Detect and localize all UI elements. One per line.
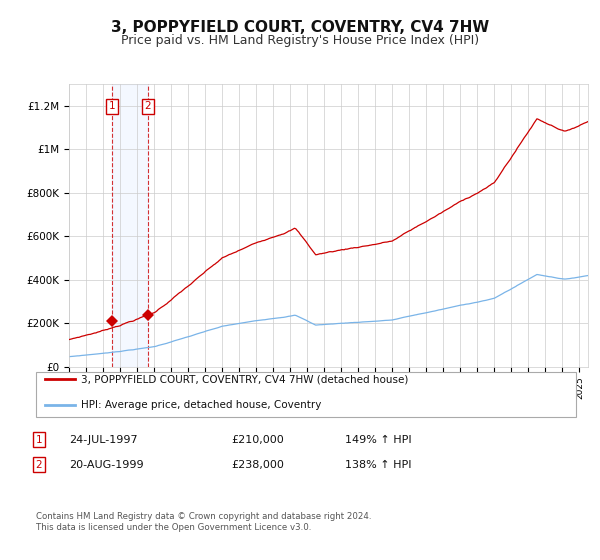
Text: 149% ↑ HPI: 149% ↑ HPI [345,435,412,445]
Text: £210,000: £210,000 [231,435,284,445]
Text: 3, POPPYFIELD COURT, COVENTRY, CV4 7HW (detached house): 3, POPPYFIELD COURT, COVENTRY, CV4 7HW (… [81,374,409,384]
Bar [112,84,148,367]
Text: 1: 1 [109,101,116,111]
Text: 20-AUG-1999: 20-AUG-1999 [69,460,143,470]
Text: 24-JUL-1997: 24-JUL-1997 [69,435,137,445]
Text: 2: 2 [35,460,43,470]
Text: HPI: Average price, detached house, Coventry: HPI: Average price, detached house, Cove… [81,400,322,410]
Text: 138% ↑ HPI: 138% ↑ HPI [345,460,412,470]
Text: Contains HM Land Registry data © Crown copyright and database right 2024.
This d: Contains HM Land Registry data © Crown c… [36,512,371,532]
Text: 1: 1 [35,435,43,445]
Text: 2: 2 [145,101,151,111]
Text: 3, POPPYFIELD COURT, COVENTRY, CV4 7HW: 3, POPPYFIELD COURT, COVENTRY, CV4 7HW [111,20,489,35]
Text: Price paid vs. HM Land Registry's House Price Index (HPI): Price paid vs. HM Land Registry's House … [121,34,479,46]
Text: £238,000: £238,000 [231,460,284,470]
